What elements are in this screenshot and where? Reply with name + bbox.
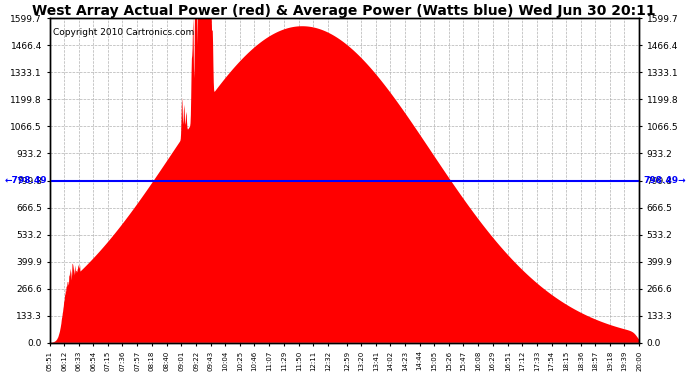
Text: Copyright 2010 Cartronics.com: Copyright 2010 Cartronics.com — [52, 28, 194, 37]
Text: 798.49→: 798.49→ — [643, 176, 686, 185]
Title: West Array Actual Power (red) & Average Power (Watts blue) Wed Jun 30 20:11: West Array Actual Power (red) & Average … — [32, 4, 656, 18]
Text: ←798.49: ←798.49 — [4, 176, 47, 185]
